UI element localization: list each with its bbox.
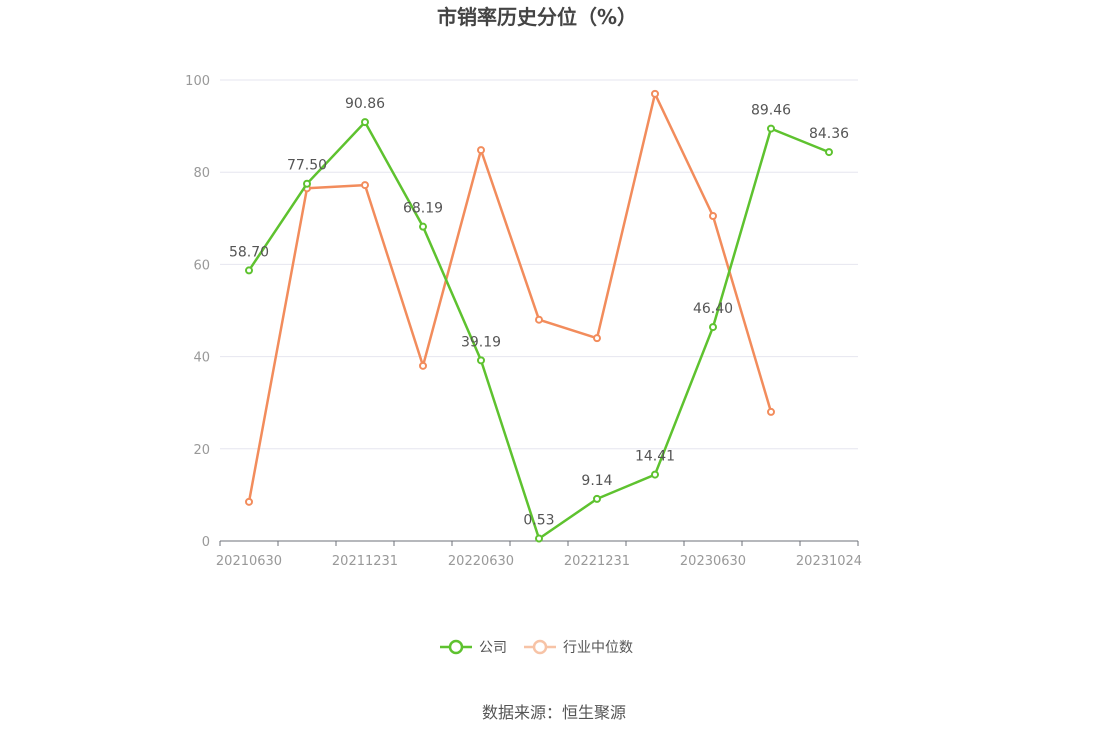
data-label: 9.14 [581,473,612,489]
data-point[interactable] [245,497,253,506]
legend-item-0[interactable]: 公司 [440,639,507,656]
data-point[interactable] [709,323,717,332]
data-point[interactable] [419,222,427,231]
series-line-1 [247,92,773,503]
series-layer [245,89,833,543]
legend-label: 行业中位数 [563,640,633,656]
y-tick-label: 0 [202,535,210,550]
y-tick-label: 60 [193,258,210,273]
y-axis: 0 20 40 60 80 100 [185,74,210,550]
data-point[interactable] [477,146,485,155]
x-tick-label: 20231024 [796,554,862,569]
legend[interactable]: 公司 行业中位数 [440,639,633,656]
data-label: 77.50 [287,158,327,174]
data-label: 0.53 [523,513,554,529]
series-line-0 [247,120,830,540]
legend-marker [532,639,548,655]
data-label: 89.46 [751,103,791,119]
data-point[interactable] [651,89,659,98]
data-point[interactable] [767,407,775,416]
x-tick-label: 20210630 [216,554,282,569]
data-label: 14.41 [635,449,675,465]
y-tick-label: 80 [193,166,210,181]
data-point[interactable] [709,211,717,220]
data-label: 58.70 [229,244,269,260]
y-tick-label: 40 [193,351,210,366]
data-point[interactable] [303,179,311,188]
data-point[interactable] [535,315,543,324]
data-point[interactable] [419,361,427,370]
x-axis: 20210630 20211231 20220630 20221231 20230630… [216,540,862,569]
data-label: 46.40 [693,301,733,317]
data-point[interactable] [825,148,833,157]
x-tick-label: 20221231 [564,554,630,569]
grid [220,79,858,450]
data-point[interactable] [535,534,543,543]
data-point[interactable] [361,181,369,190]
legend-item-1[interactable]: 行业中位数 [524,639,633,656]
data-label: 39.19 [461,334,501,350]
data-label: 68.19 [403,201,443,217]
x-tick-label: 20211231 [332,554,398,569]
source-note: 数据来源：恒生聚源 [482,703,626,722]
data-point[interactable] [245,266,253,275]
legend-marker [448,639,464,655]
data-point[interactable] [477,356,485,365]
data-labels: 58.70 77.50 90.86 68.19 39.19 0.53 9.14 14.41 46… [229,96,849,528]
data-point[interactable] [767,124,775,133]
chart-title: 市销率历史分位（%） [437,5,637,29]
data-point[interactable] [593,494,601,503]
data-label: 90.86 [345,96,385,112]
data-label: 84.36 [809,126,849,142]
y-tick-label: 20 [193,443,210,458]
data-point[interactable] [593,334,601,343]
legend-label: 公司 [479,640,507,656]
x-tick-label: 20220630 [448,554,514,569]
data-point[interactable] [361,118,369,127]
y-tick-label: 100 [185,74,210,89]
x-tick-label: 20230630 [680,554,746,569]
data-point[interactable] [651,470,659,479]
